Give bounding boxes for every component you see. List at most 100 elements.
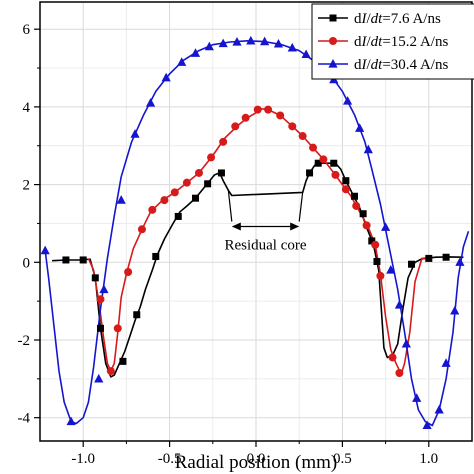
data-point-series-1 — [442, 253, 450, 261]
x-tick-label: 0.5 — [333, 451, 352, 467]
data-point-series-3 — [190, 48, 201, 57]
legend-label-1: dI/dt=7.6 A/ns — [354, 11, 441, 27]
data-point-series-2 — [113, 324, 122, 333]
legend-label-2: dI/dt=15.2 A/ns — [354, 34, 448, 50]
data-point-series-3 — [246, 35, 256, 45]
data-point-series-2 — [160, 196, 169, 205]
residual-core-annotation: Residual core — [224, 190, 307, 254]
legend-swatch-marker — [328, 59, 338, 68]
y-tick-label: 2 — [23, 178, 31, 194]
x-tick-label: 0.0 — [247, 451, 266, 467]
data-point-series-1 — [192, 194, 200, 202]
data-point-series-2 — [170, 188, 179, 197]
data-point-series-2 — [352, 201, 361, 210]
legend-label-3: dI/dt=30.4 A/ns — [354, 57, 448, 73]
data-point-series-2 — [276, 111, 285, 120]
data-point-series-3 — [116, 195, 126, 204]
data-point-series-3 — [342, 96, 353, 105]
legend: dI/dt=7.6 A/ns dI/dt=15.2 A/ns dI/dt=30.4 … — [311, 3, 474, 80]
data-point-series-3 — [161, 72, 171, 82]
y-tick-label: 0 — [23, 255, 31, 271]
data-point-series-3 — [434, 404, 444, 414]
data-point-series-2 — [319, 155, 328, 164]
data-point-series-2 — [253, 105, 262, 114]
data-point-series-2 — [331, 170, 340, 179]
data-point-series-1 — [373, 258, 381, 266]
data-point-series-3 — [66, 416, 76, 426]
data-point-series-3 — [450, 305, 460, 315]
data-point-series-3 — [381, 222, 391, 231]
data-point-series-2 — [182, 178, 191, 187]
annotation-arrowhead-left — [231, 222, 241, 231]
data-point-series-1 — [359, 210, 367, 218]
data-point-series-2 — [288, 122, 297, 131]
x-tick-label: 1.0 — [419, 451, 438, 467]
data-point-series-2 — [137, 225, 146, 234]
data-point-series-1 — [204, 180, 212, 188]
y-tick-label: 4 — [23, 100, 31, 116]
data-point-series-3 — [355, 123, 365, 132]
y-tick-label: -2 — [18, 333, 31, 349]
data-point-series-1 — [79, 256, 87, 264]
data-point-series-3 — [386, 265, 396, 274]
data-point-series-2 — [231, 122, 240, 131]
data-point-series-3 — [232, 37, 242, 46]
series-markers — [40, 35, 465, 430]
data-point-series-2 — [194, 168, 203, 177]
data-point-series-3 — [412, 393, 422, 402]
data-point-series-3 — [94, 373, 104, 383]
data-point-series-2 — [241, 113, 250, 122]
x-axis: -1.0 -0.5 0.0 0.5 1.0 — [71, 441, 438, 467]
data-point-series-3 — [422, 420, 432, 430]
annotation-leader — [298, 192, 304, 222]
data-point-series-1 — [314, 159, 322, 167]
data-point-series-2 — [371, 240, 380, 249]
data-point-series-2 — [96, 295, 105, 304]
data-point-series-1 — [62, 256, 70, 264]
data-point-series-3 — [301, 49, 311, 59]
data-point-series-3 — [260, 36, 270, 46]
data-point-series-2 — [148, 205, 157, 214]
annotation-leader — [227, 190, 233, 222]
data-point-series-2 — [264, 105, 273, 114]
data-point-series-3 — [441, 358, 451, 367]
data-point-series-1 — [133, 311, 141, 319]
legend-swatch-marker — [329, 37, 337, 45]
data-point-series-1 — [152, 252, 160, 260]
data-point-series-3 — [363, 144, 373, 154]
data-point-series-2 — [309, 143, 318, 152]
series-line-1 — [52, 162, 464, 378]
data-point-series-1 — [306, 169, 314, 177]
data-point-series-2 — [388, 353, 397, 362]
y-tick-label: -4 — [18, 411, 31, 427]
data-point-series-3 — [145, 98, 156, 107]
y-tick-label: 6 — [23, 22, 31, 38]
data-point-series-1 — [91, 274, 99, 282]
y-axis: -4 -2 0 2 4 6 — [18, 22, 40, 427]
legend-swatch-marker — [329, 14, 337, 22]
data-point-series-2 — [362, 221, 371, 230]
data-point-series-2 — [341, 185, 350, 194]
data-point-series-3 — [455, 257, 465, 266]
data-point-series-3 — [204, 41, 214, 51]
data-point-series-2 — [124, 268, 133, 277]
data-point-series-1 — [425, 254, 433, 262]
data-point-series-1 — [350, 192, 358, 200]
data-point-series-1 — [330, 159, 338, 167]
data-point-series-1 — [408, 260, 416, 268]
data-point-series-3 — [130, 129, 140, 138]
data-point-series-3 — [401, 338, 411, 348]
data-point-series-1 — [342, 177, 350, 185]
data-point-series-3 — [177, 57, 187, 66]
x-tick-label: -0.5 — [158, 451, 182, 467]
data-point-series-3 — [40, 245, 50, 255]
series-line-3 — [44, 40, 470, 427]
data-point-series-1 — [96, 324, 104, 332]
data-point-series-2 — [106, 367, 115, 376]
data-point-series-3 — [287, 42, 297, 52]
x-axis-title: Radial position (mm) — [175, 452, 338, 473]
data-point-series-1 — [368, 237, 376, 245]
data-point-series-2 — [395, 369, 404, 378]
data-point-series-2 — [219, 137, 228, 146]
